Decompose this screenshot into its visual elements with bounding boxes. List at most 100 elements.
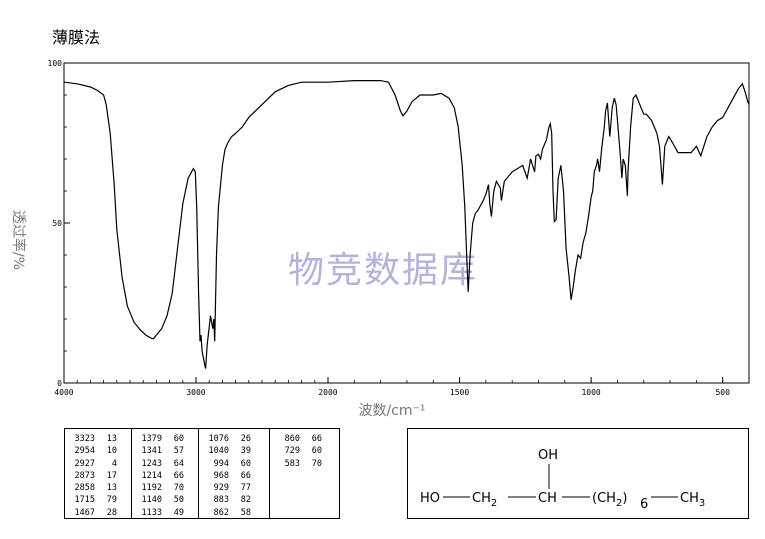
peak-row: 1040 39 — [199, 445, 269, 457]
peak-wavenumber: 1076 — [208, 434, 229, 444]
peak-transmittance: 70 — [173, 483, 184, 494]
structural-formula: OH HO CH2 CH (CH2) 6 CH3 — [420, 448, 705, 512]
peak-row: 929 77 — [199, 482, 269, 494]
ch-label: CH — [538, 491, 557, 506]
ir-spectrum-chart: 4000 3000 2000 1500 1000 500 0 50 100 物竞数据库 波数/… — [10, 59, 750, 419]
peak-wavenumber: 883 — [213, 495, 229, 506]
peak-transmittance: 60 — [173, 434, 184, 444]
peak-wavenumber: 2927 — [74, 458, 95, 469]
peak-wavenumber: 729 — [284, 446, 300, 457]
ch2-label: CH2 — [472, 491, 497, 509]
peak-table-column: 860 66 729 60 583 70 — [270, 429, 339, 518]
peak-wavenumber: 2873 — [74, 470, 95, 481]
peak-wavenumber: 862 — [213, 507, 229, 518]
peak-row: 1341 57 — [132, 445, 198, 457]
peak-row: 860 66 — [270, 433, 339, 445]
peak-wavenumber: 860 — [284, 434, 300, 444]
peak-transmittance: 66 — [311, 434, 322, 444]
peak-wavenumber: 1341 — [141, 446, 162, 457]
peak-wavenumber: 968 — [213, 470, 229, 481]
peak-transmittance: 60 — [240, 458, 251, 469]
x-tick-label: 500 — [715, 388, 730, 397]
peak-transmittance: 17 — [106, 470, 117, 481]
y-tick-label: 50 — [52, 219, 62, 228]
peak-row: 1379 60 — [132, 433, 198, 445]
x-axis-ticks: 4000 3000 2000 1500 1000 500 — [54, 377, 730, 397]
watermark: 物竞数据库 — [288, 250, 478, 291]
peak-row: 1133 49 — [132, 507, 198, 519]
peak-table-column: 1076 26 1040 39 994 60 968 66 929 77 883 82 862 58 — [199, 429, 270, 518]
peak-table-column: 3323 13 2954 10 2927 4 2873 17 2858 13 1715 79 1467 2… — [65, 429, 132, 518]
peak-row: 1214 66 — [132, 470, 198, 482]
peak-transmittance: 13 — [106, 483, 117, 494]
y-tick-label: 100 — [48, 59, 63, 68]
peak-transmittance: 70 — [311, 458, 322, 469]
peak-transmittance: 49 — [173, 507, 184, 518]
peak-row: 1467 28 — [65, 507, 131, 519]
peak-transmittance: 66 — [173, 470, 184, 481]
peak-wavenumber: 1192 — [141, 483, 162, 494]
peak-transmittance: 26 — [240, 434, 251, 444]
peak-transmittance: 50 — [173, 495, 184, 506]
peak-transmittance: 79 — [106, 495, 117, 506]
peak-row: 883 82 — [199, 494, 269, 506]
page-title: 薄膜法 — [52, 28, 101, 47]
peak-row: 583 70 — [270, 458, 339, 470]
peak-row: 2954 10 — [65, 445, 131, 457]
peak-wavenumber: 2858 — [74, 483, 95, 494]
peak-row: 968 66 — [199, 470, 269, 482]
ch3-label: CH3 — [680, 491, 705, 509]
peak-row: 1076 26 — [199, 433, 269, 445]
peak-table: 3323 13 2954 10 2927 4 2873 17 2858 13 1715 79 1467 2… — [64, 428, 340, 519]
peak-table-column: 1379 60 1341 57 1243 64 1214 66 1192 70 1140 50 1133… — [132, 429, 199, 518]
peak-wavenumber: 2954 — [74, 446, 95, 457]
y-axis-ticks: 0 50 100 — [48, 59, 70, 388]
peak-wavenumber: 3323 — [74, 434, 95, 444]
peak-row: 1192 70 — [132, 482, 198, 494]
peak-transmittance: 28 — [106, 507, 117, 518]
minor-ticks — [64, 94, 724, 383]
peak-wavenumber: 1214 — [141, 470, 162, 481]
peak-transmittance: 10 — [106, 446, 117, 457]
x-tick-label: 4000 — [54, 388, 73, 397]
ho-label: HO — [420, 491, 440, 506]
peak-wavenumber: 1133 — [141, 507, 162, 518]
y-tick-label: 0 — [57, 379, 62, 388]
peak-wavenumber: 583 — [284, 458, 300, 469]
x-tick-label: 2000 — [318, 388, 337, 397]
peak-wavenumber: 1040 — [208, 446, 229, 457]
peak-row: 1715 79 — [65, 494, 131, 506]
x-tick-label: 1000 — [581, 388, 600, 397]
x-tick-label: 1500 — [450, 388, 469, 397]
y-axis-title: 透过率/% — [10, 210, 27, 270]
repeat-count: 6 — [640, 497, 648, 512]
peak-row: 994 60 — [199, 458, 269, 470]
peak-wavenumber: 1379 — [141, 434, 162, 444]
peak-transmittance: 66 — [240, 470, 251, 481]
peak-wavenumber: 1715 — [74, 495, 95, 506]
peak-wavenumber: 994 — [213, 458, 229, 469]
peak-transmittance: 60 — [311, 446, 322, 457]
peak-transmittance: 13 — [106, 434, 117, 444]
peak-transmittance: 58 — [240, 507, 251, 518]
peak-transmittance: 57 — [173, 446, 184, 457]
structure-box: OH HO CH2 CH (CH2) 6 CH3 — [407, 428, 749, 519]
hydroxyl-label: OH — [538, 448, 558, 463]
peak-wavenumber: 1467 — [74, 507, 95, 518]
peak-wavenumber: 1140 — [141, 495, 162, 506]
peak-row: 729 60 — [270, 445, 339, 457]
peak-transmittance: 77 — [240, 483, 251, 494]
peak-transmittance: 64 — [173, 458, 184, 469]
peak-transmittance: 4 — [111, 458, 117, 469]
x-axis-title: 波数/cm⁻¹ — [358, 403, 425, 419]
peak-row: 3323 13 — [65, 433, 131, 445]
spectrum-line — [63, 80, 750, 369]
peak-row: 2873 17 — [65, 470, 131, 482]
peak-transmittance: 82 — [240, 495, 251, 506]
x-tick-label: 3000 — [186, 388, 205, 397]
peak-row: 1140 50 — [132, 494, 198, 506]
peak-row: 862 58 — [199, 507, 269, 519]
peak-wavenumber: 1243 — [141, 458, 162, 469]
peak-row: 2927 4 — [65, 458, 131, 470]
peak-row: 1243 64 — [132, 458, 198, 470]
